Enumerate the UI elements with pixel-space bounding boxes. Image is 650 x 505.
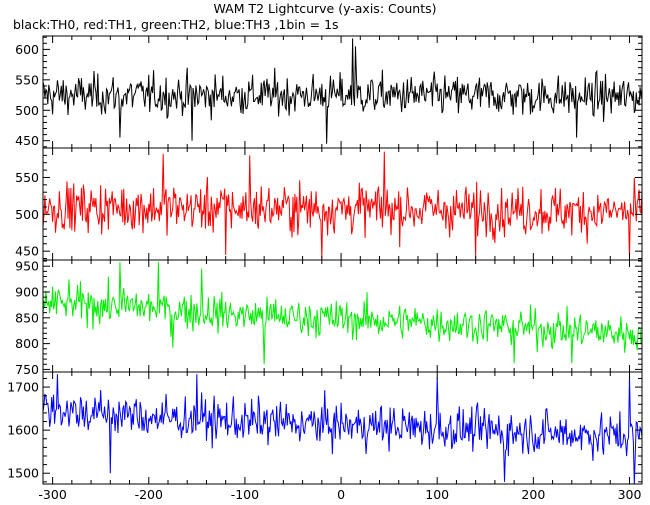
y-tick-label: 900	[15, 285, 39, 300]
y-tick-label: 1600	[7, 423, 39, 438]
panel-frame-th3	[42, 371, 643, 485]
x-tick-label: -100	[231, 487, 259, 502]
y-tick-label: 800	[15, 336, 39, 351]
y-tick-label: 500	[15, 207, 39, 222]
y-tick-label: 450	[15, 244, 39, 259]
x-tick-label: -200	[135, 487, 163, 502]
series-line-th0	[43, 38, 642, 144]
y-tick-label: 500	[15, 103, 39, 118]
x-tick-label: 200	[521, 487, 545, 502]
y-tick-label: 1700	[7, 380, 39, 395]
y-tick-label: 550	[15, 170, 39, 185]
chart-title: WAM T2 Lightcurve (y-axis: Counts)	[213, 1, 437, 16]
y-tick-label: 550	[15, 72, 39, 87]
chart-subtitle: black:TH0, red:TH1, green:TH2, blue:TH3 …	[13, 17, 339, 32]
y-tick-label: 750	[15, 362, 39, 377]
series-line-th2	[43, 262, 642, 365]
x-tick-label: 0	[337, 487, 345, 502]
x-tick-label: 300	[618, 487, 642, 502]
x-tick-label: -300	[38, 487, 66, 502]
y-tick-label: 1500	[7, 466, 39, 481]
y-tick-label: 950	[15, 259, 39, 274]
series-line-th1	[43, 151, 642, 259]
x-tick-label: 100	[425, 487, 449, 502]
y-tick-label: 600	[15, 42, 39, 57]
y-tick-label: 850	[15, 310, 39, 325]
y-tick-label: 450	[15, 133, 39, 148]
series-line-th3	[43, 374, 642, 484]
